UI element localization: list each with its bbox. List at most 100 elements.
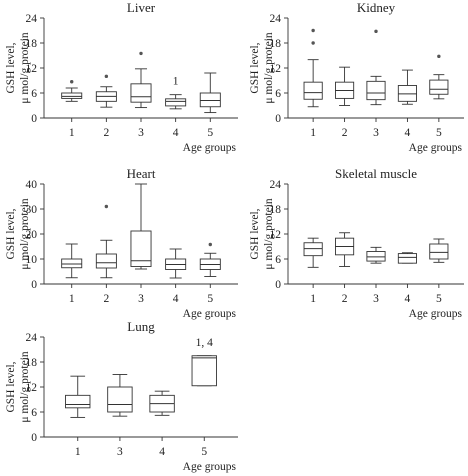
panel-title: Liver	[127, 0, 156, 15]
box-group	[149, 390, 175, 416]
y-tick-label: 30	[26, 204, 38, 216]
y-tick-label: 6	[275, 254, 281, 266]
y-axis-label-units: μ mol/g protein	[263, 32, 275, 104]
y-tick-label: 12	[26, 382, 38, 394]
y-tick-label: 18	[26, 38, 38, 50]
y-tick-label: 10	[26, 254, 38, 266]
x-tick-label: 3	[138, 127, 144, 139]
y-tick-label: 6	[31, 88, 37, 100]
x-tick-label: 1	[69, 293, 75, 305]
box-group	[130, 51, 152, 109]
panel-heart: Heart 0 10 20 30 40 GSH level, μ mol/g protein 1…	[5, 166, 238, 320]
panel-title: Kidney	[357, 0, 396, 15]
y-tick-label: 0	[31, 113, 37, 125]
panel-title: Heart	[127, 166, 156, 181]
x-axis-label: Age groups	[183, 308, 237, 320]
x-tick-label: 5	[207, 127, 213, 139]
y-axis-label: GSH level,	[5, 208, 17, 259]
outlier-point	[104, 74, 109, 79]
iqr-box	[199, 92, 221, 108]
significance-annotation: 1	[173, 76, 179, 88]
x-tick-label: 5	[201, 446, 207, 458]
y-tick-label: 24	[26, 332, 38, 344]
y-axis-label: GSH level,	[5, 361, 17, 412]
y-axis-label-units: μ mol/g protein	[19, 198, 31, 270]
x-axis-label: Age groups	[409, 142, 463, 154]
x-axis-label: Age groups	[409, 308, 463, 320]
box-group	[303, 237, 323, 268]
iqr-box	[61, 258, 83, 269]
x-tick-label: 5	[436, 293, 442, 305]
box-group	[366, 246, 386, 264]
iqr-box	[61, 92, 83, 99]
x-tick-label: 4	[173, 293, 179, 305]
y-tick-label: 6	[31, 407, 37, 419]
iqr-box	[107, 386, 133, 413]
x-tick-label: 3	[373, 127, 379, 139]
outlier-point	[139, 51, 143, 56]
iqr-box	[303, 81, 323, 100]
box-group	[199, 72, 221, 114]
iqr-box	[95, 253, 117, 269]
y-tick-label: 20	[26, 229, 38, 241]
x-tick-label: 1	[310, 293, 316, 305]
y-tick-label: 24	[270, 13, 282, 25]
y-axis-label: GSH level,	[5, 42, 17, 93]
outlier-point	[374, 29, 378, 34]
box-group	[65, 375, 91, 418]
y-tick-label: 6	[275, 88, 281, 100]
y-tick-label: 24	[26, 13, 38, 25]
y-tick-label: 40	[26, 179, 38, 191]
box-group	[61, 80, 83, 102]
iqr-box	[366, 80, 386, 101]
box-group	[366, 29, 386, 106]
iqr-box	[130, 230, 152, 267]
outlier-point	[208, 242, 212, 247]
box-group	[199, 242, 221, 277]
box-group	[397, 69, 417, 105]
panel-lung: Lung 0 6 12 18 24 GSH level, μ mol/g protein 1 3 4…	[5, 319, 238, 473]
x-tick-label: 4	[405, 293, 411, 305]
x-tick-label: 4	[173, 127, 179, 139]
y-tick-label: 0	[31, 279, 37, 291]
x-tick-label: 1	[69, 127, 75, 139]
iqr-box	[303, 242, 323, 257]
box-group	[107, 374, 133, 417]
y-tick-label: 18	[270, 204, 282, 216]
y-tick-label: 12	[270, 63, 282, 75]
box-group	[335, 66, 355, 106]
x-tick-label: 2	[342, 293, 348, 305]
x-tick-label: 5	[207, 293, 213, 305]
box-group	[303, 28, 323, 108]
panel-title: Skeletal muscle	[335, 166, 417, 181]
iqr-box	[366, 251, 386, 262]
box-group	[191, 355, 217, 387]
x-axis-label: Age groups	[183, 461, 237, 473]
x-tick-label: 1	[75, 446, 81, 458]
y-axis-label-units: μ mol/g protein	[19, 351, 31, 423]
x-tick-label: 2	[103, 293, 109, 305]
box-group	[397, 252, 417, 264]
box-group	[165, 94, 187, 110]
iqr-box	[429, 243, 449, 260]
x-tick-label: 3	[138, 293, 144, 305]
y-tick-label: 24	[270, 179, 282, 191]
y-axis-label: GSH level,	[249, 208, 261, 259]
y-axis-label-units: μ mol/g protein	[19, 32, 31, 104]
box-group	[130, 183, 152, 270]
box-group	[429, 54, 449, 100]
x-tick-label: 1	[310, 127, 316, 139]
iqr-box	[429, 79, 449, 95]
y-tick-label: 12	[26, 63, 38, 75]
iqr-box	[65, 394, 91, 409]
box-group	[61, 243, 83, 279]
iqr-box	[165, 98, 187, 107]
iqr-box	[397, 253, 417, 264]
outlier-point	[437, 54, 441, 59]
x-tick-label: 3	[373, 293, 379, 305]
box-group	[429, 238, 449, 263]
x-axis-label: Age groups	[183, 142, 237, 154]
y-tick-label: 0	[275, 279, 281, 291]
y-axis-label: GSH level,	[249, 42, 261, 93]
